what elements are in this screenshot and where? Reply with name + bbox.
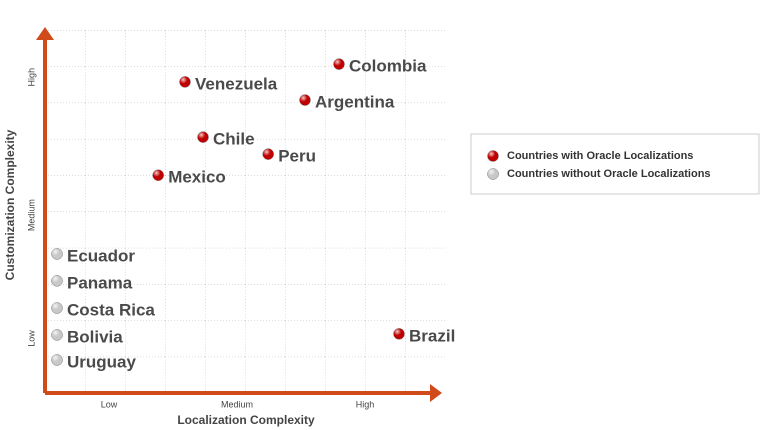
y-tick-label: Medium bbox=[26, 199, 36, 231]
dot-shine bbox=[393, 328, 405, 340]
point-label: Peru bbox=[278, 147, 316, 166]
x-tick-label: Medium bbox=[221, 399, 253, 409]
dot-shine bbox=[51, 329, 63, 341]
y-tick-label: Low bbox=[26, 330, 36, 347]
dot-shine bbox=[179, 76, 191, 88]
x-axis-arrow bbox=[430, 384, 442, 402]
point-label: Ecuador bbox=[67, 246, 135, 265]
dot-shine bbox=[487, 150, 499, 162]
legend-box bbox=[470, 133, 760, 195]
point-label: Colombia bbox=[349, 57, 427, 76]
dot-shine bbox=[51, 302, 63, 314]
legend-label: Countries without Oracle Localizations bbox=[507, 168, 711, 180]
dot-shine bbox=[51, 275, 63, 287]
point-label: Panama bbox=[67, 273, 133, 292]
point-label: Argentina bbox=[315, 93, 395, 112]
legend-label: Countries with Oracle Localizations bbox=[507, 150, 693, 162]
y-axis-title: Customization Complexity bbox=[3, 129, 17, 280]
grid bbox=[45, 30, 445, 393]
point-label: Mexico bbox=[168, 168, 226, 187]
dot-shine bbox=[487, 168, 499, 180]
dot-shine bbox=[262, 148, 274, 160]
y-axis-arrow bbox=[36, 27, 54, 40]
x-tick-label: Low bbox=[101, 399, 118, 409]
dot-shine bbox=[51, 354, 63, 366]
point-label: Bolivia bbox=[67, 327, 123, 346]
point-label: Venezuela bbox=[195, 74, 278, 93]
x-tick-label: High bbox=[356, 399, 375, 409]
point-label: Uruguay bbox=[67, 352, 137, 371]
dot-shine bbox=[152, 169, 164, 181]
point-label: Brazil bbox=[409, 326, 455, 345]
dot-shine bbox=[197, 131, 209, 143]
point-label: Chile bbox=[213, 130, 255, 149]
y-tick-label: High bbox=[26, 68, 36, 87]
x-axis-title: Localization Complexity bbox=[177, 413, 315, 427]
dot-shine bbox=[51, 248, 63, 260]
point-label: Costa Rica bbox=[67, 301, 155, 320]
dot-shine bbox=[299, 94, 311, 106]
dot-shine bbox=[333, 58, 345, 70]
